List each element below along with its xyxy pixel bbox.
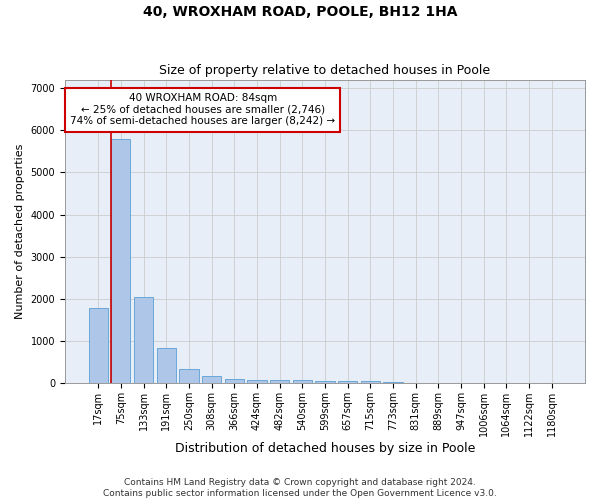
Bar <box>338 381 357 384</box>
X-axis label: Distribution of detached houses by size in Poole: Distribution of detached houses by size … <box>175 442 475 455</box>
Bar <box>157 348 176 384</box>
Bar <box>428 383 448 384</box>
Bar <box>293 380 312 384</box>
Bar <box>316 380 335 384</box>
Bar <box>111 138 130 384</box>
Bar <box>134 297 153 384</box>
Text: 40, WROXHAM ROAD, POOLE, BH12 1HA: 40, WROXHAM ROAD, POOLE, BH12 1HA <box>143 5 457 19</box>
Bar <box>270 380 289 384</box>
Bar <box>179 370 199 384</box>
Text: 40 WROXHAM ROAD: 84sqm
← 25% of detached houses are smaller (2,746)
74% of semi-: 40 WROXHAM ROAD: 84sqm ← 25% of detached… <box>70 93 335 126</box>
Text: Contains HM Land Registry data © Crown copyright and database right 2024.
Contai: Contains HM Land Registry data © Crown c… <box>103 478 497 498</box>
Bar <box>383 382 403 384</box>
Bar <box>224 378 244 384</box>
Bar <box>247 380 266 384</box>
Bar <box>361 381 380 384</box>
Bar <box>202 376 221 384</box>
Title: Size of property relative to detached houses in Poole: Size of property relative to detached ho… <box>160 64 491 77</box>
Bar <box>89 308 108 384</box>
Bar <box>406 382 425 384</box>
Y-axis label: Number of detached properties: Number of detached properties <box>15 144 25 319</box>
